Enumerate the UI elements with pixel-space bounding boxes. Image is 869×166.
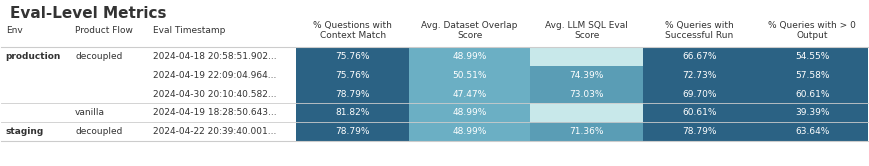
Text: 57.58%: 57.58% xyxy=(794,71,828,80)
Text: vanilla: vanilla xyxy=(75,108,105,117)
Text: 74.39%: 74.39% xyxy=(569,71,603,80)
Text: 60.61%: 60.61% xyxy=(794,89,828,98)
FancyBboxPatch shape xyxy=(408,103,530,122)
FancyBboxPatch shape xyxy=(755,103,867,122)
Text: Avg. LLM SQL Eval
Score: Avg. LLM SQL Eval Score xyxy=(545,21,627,41)
FancyBboxPatch shape xyxy=(295,103,408,122)
FancyBboxPatch shape xyxy=(642,47,755,66)
FancyBboxPatch shape xyxy=(642,66,755,85)
Text: % Queries with > 0
Output: % Queries with > 0 Output xyxy=(767,21,855,41)
Text: Product Flow: Product Flow xyxy=(75,26,133,35)
Text: decoupled: decoupled xyxy=(75,52,123,61)
Text: 50.51%: 50.51% xyxy=(452,71,487,80)
Text: 75.76%: 75.76% xyxy=(335,71,369,80)
Text: 48.99%: 48.99% xyxy=(452,52,487,61)
FancyBboxPatch shape xyxy=(530,122,642,141)
FancyBboxPatch shape xyxy=(295,85,408,103)
Text: % Questions with
Context Match: % Questions with Context Match xyxy=(313,21,392,41)
Text: 75.76%: 75.76% xyxy=(335,52,369,61)
Text: 63.64%: 63.64% xyxy=(794,127,828,136)
Text: 81.82%: 81.82% xyxy=(335,108,369,117)
FancyBboxPatch shape xyxy=(642,122,755,141)
Text: Avg. Dataset Overlap
Score: Avg. Dataset Overlap Score xyxy=(421,21,517,41)
Text: 54.55%: 54.55% xyxy=(794,52,828,61)
Text: 69.70%: 69.70% xyxy=(681,89,716,98)
Text: 2024-04-19 22:09:04.964...: 2024-04-19 22:09:04.964... xyxy=(153,71,276,80)
Text: 66.67%: 66.67% xyxy=(681,52,716,61)
Text: 78.79%: 78.79% xyxy=(335,127,369,136)
FancyBboxPatch shape xyxy=(408,66,530,85)
Text: 72.73%: 72.73% xyxy=(681,71,716,80)
FancyBboxPatch shape xyxy=(408,85,530,103)
FancyBboxPatch shape xyxy=(642,103,755,122)
FancyBboxPatch shape xyxy=(295,66,408,85)
FancyBboxPatch shape xyxy=(642,85,755,103)
Text: Env: Env xyxy=(6,26,23,35)
Text: 73.03%: 73.03% xyxy=(569,89,603,98)
Text: 2024-04-19 18:28:50.643...: 2024-04-19 18:28:50.643... xyxy=(153,108,276,117)
Text: % Queries with
Successful Run: % Queries with Successful Run xyxy=(664,21,733,41)
Text: 78.79%: 78.79% xyxy=(335,89,369,98)
FancyBboxPatch shape xyxy=(755,47,867,66)
Text: 2024-04-18 20:58:51.902...: 2024-04-18 20:58:51.902... xyxy=(153,52,276,61)
Text: decoupled: decoupled xyxy=(75,127,123,136)
FancyBboxPatch shape xyxy=(530,85,642,103)
Text: production: production xyxy=(6,52,61,61)
FancyBboxPatch shape xyxy=(755,66,867,85)
Text: Eval Timestamp: Eval Timestamp xyxy=(153,26,225,35)
Text: Eval-Level Metrics: Eval-Level Metrics xyxy=(10,6,166,21)
FancyBboxPatch shape xyxy=(530,47,642,66)
FancyBboxPatch shape xyxy=(755,85,867,103)
Text: 71.36%: 71.36% xyxy=(569,127,603,136)
Text: 47.47%: 47.47% xyxy=(452,89,486,98)
Text: 60.61%: 60.61% xyxy=(681,108,716,117)
Text: 78.79%: 78.79% xyxy=(681,127,716,136)
FancyBboxPatch shape xyxy=(408,47,530,66)
FancyBboxPatch shape xyxy=(295,47,408,66)
FancyBboxPatch shape xyxy=(408,122,530,141)
Text: 2024-04-30 20:10:40.582...: 2024-04-30 20:10:40.582... xyxy=(153,89,276,98)
FancyBboxPatch shape xyxy=(295,122,408,141)
Text: 48.99%: 48.99% xyxy=(452,127,487,136)
Text: 39.39%: 39.39% xyxy=(794,108,828,117)
FancyBboxPatch shape xyxy=(530,103,642,122)
FancyBboxPatch shape xyxy=(530,66,642,85)
Text: staging: staging xyxy=(6,127,44,136)
Text: 48.99%: 48.99% xyxy=(452,108,487,117)
Text: 2024-04-22 20:39:40.001...: 2024-04-22 20:39:40.001... xyxy=(153,127,276,136)
FancyBboxPatch shape xyxy=(755,122,867,141)
